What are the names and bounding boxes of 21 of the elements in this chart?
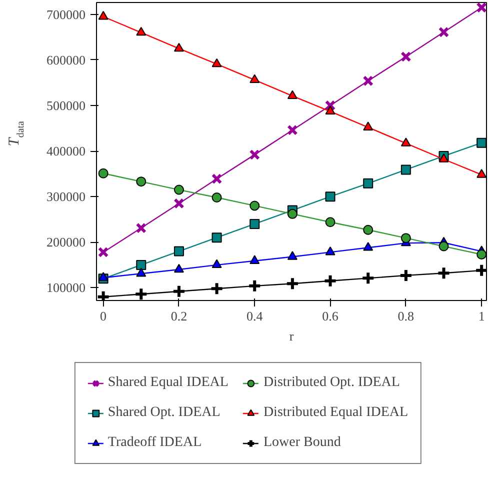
legend-label: Tradeoff IDEAL: [108, 435, 202, 451]
x-tick-label: 0.8: [398, 308, 414, 324]
x-tick-label: 0.6: [322, 308, 339, 324]
legend-label: Shared Opt. IDEAL: [108, 405, 220, 421]
y-axis-title: Tdata: [6, 120, 26, 146]
x-tick-label: 1: [478, 308, 485, 324]
y-tick-label: 100000: [46, 280, 86, 296]
y-tick-label: 200000: [46, 234, 86, 250]
x-tick-label: 0.4: [246, 308, 264, 324]
y-tick-label: 700000: [46, 6, 86, 22]
y-tick-label: 400000: [46, 144, 86, 159]
y-tick-label: 500000: [46, 98, 86, 113]
legend-label: Lower Bound: [263, 435, 341, 451]
x-tick-label: 0.2: [170, 308, 188, 324]
y-tick-label: 300000: [46, 189, 86, 204]
x-tick-label: 0: [100, 308, 107, 324]
legend-label: Distributed Equal IDEAL: [263, 405, 408, 421]
x-axis-title: r: [289, 328, 294, 344]
legend-label: Distributed Opt. IDEAL: [263, 375, 400, 391]
legend-label: Shared Equal IDEAL: [108, 375, 228, 391]
y-tick-label: 600000: [46, 52, 86, 68]
